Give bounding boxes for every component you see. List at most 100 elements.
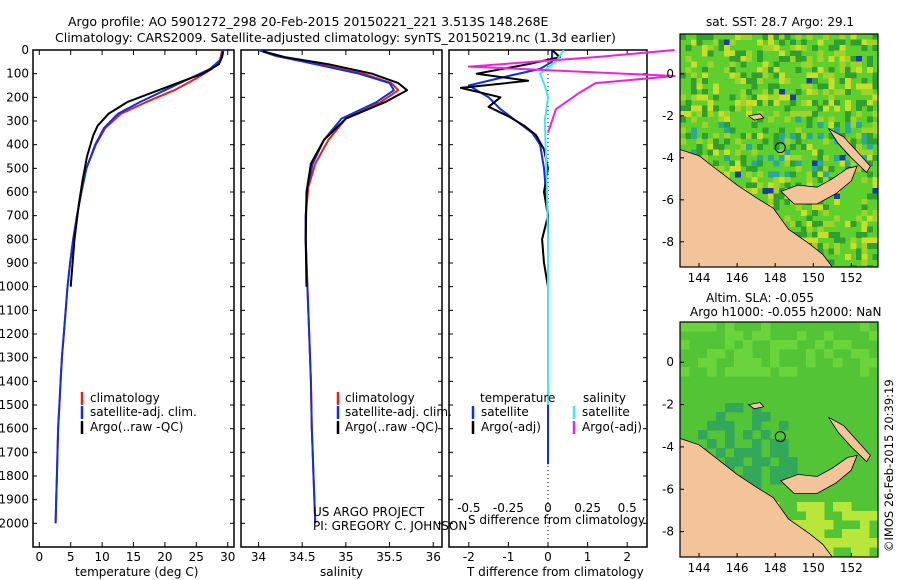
sst-cell-509: [773, 199, 780, 205]
temperature-ytick-label-2: 200: [6, 90, 29, 104]
sst-cell-76: [790, 56, 796, 62]
salinity-xlabel: salinity: [320, 565, 363, 579]
sla-cell-148: [851, 538, 861, 548]
sst-cell-500: [867, 193, 873, 200]
sst-cell-301: [740, 133, 747, 139]
sla-cell-22: [842, 340, 852, 350]
sst-cell-8: [768, 34, 774, 40]
sst-cell-574: [817, 221, 824, 227]
salinity-xtick-label-0: 34: [251, 550, 266, 564]
sst-cell-516: [834, 199, 840, 205]
sst-cell-299: [713, 133, 719, 139]
temperature-ytick-label-12: 1200: [0, 327, 29, 341]
title-line-1: Argo profile: AO 5901272_298 20-Feb-2015…: [68, 14, 549, 29]
sst-cell-340: [746, 144, 752, 150]
sst-cell-645: [834, 243, 840, 249]
sst-cell-36: [872, 39, 878, 46]
sst-cell-470: [872, 182, 878, 189]
sst-cell-705: [850, 265, 857, 267]
sst-cell-543: [872, 210, 878, 216]
sst-cell-531: [861, 204, 868, 211]
difference-xtick-label-4: 2: [623, 550, 631, 564]
sst-cell-258: [680, 116, 686, 123]
sst-cell-374: [817, 155, 824, 161]
difference-xtick-label-0: -2: [463, 550, 475, 564]
sst-cell-324: [773, 138, 780, 145]
sst-cell-527: [795, 204, 802, 211]
sla-ytick-label-2: -4: [662, 440, 674, 454]
sst-cell-286: [724, 127, 730, 134]
sst-cell-326: [784, 138, 791, 145]
sla-cell-2: [698, 322, 708, 332]
sst-cell-149: [861, 78, 868, 84]
sst-cell-117: [691, 72, 697, 79]
sst-cell-71: [740, 56, 747, 62]
sst-cell-573: [812, 221, 818, 227]
sst-cell-310: [806, 133, 813, 139]
sst-cell-307: [790, 133, 796, 139]
sst-cell-107: [795, 67, 802, 73]
sst-cell-187: [696, 94, 703, 101]
sst-cell-290: [795, 127, 802, 134]
sst-cell-271: [867, 116, 873, 123]
sla-cell-30: [851, 349, 861, 359]
temperature-ytick-label-16: 1600: [0, 422, 29, 436]
sst-xtick-label-1: 146: [726, 271, 749, 285]
sst-cell-429: [784, 171, 791, 178]
sst-cell-51: [839, 45, 846, 51]
sst-cell-205: [740, 100, 747, 106]
legend-label-satellite: satellite-adj. clim.: [90, 405, 197, 419]
sst-cell-97: [856, 61, 862, 68]
sst-cell-198: [784, 94, 791, 101]
sst-cell-327: [795, 138, 802, 145]
difference-xlabel-bottom: T difference from climatology: [466, 565, 644, 579]
sla-cell-57: [761, 412, 771, 422]
sst-cell-113: [850, 67, 857, 73]
sst-cell-385: [729, 160, 736, 167]
sst-cell-526: [773, 204, 780, 211]
sst-ytick-label-3: -2: [662, 109, 674, 123]
sst-cell-370: [779, 155, 785, 161]
sst-cell-68: [685, 56, 692, 62]
sst-cell-87: [691, 61, 697, 68]
sst-cell-297: [691, 133, 697, 139]
sst-cell-30: [834, 39, 840, 46]
sst-cell-372: [790, 155, 796, 161]
sst-cell-82: [839, 56, 846, 62]
sst-cell-625: [806, 237, 813, 244]
sla-cell-114: [806, 502, 816, 512]
sst-cell-412: [817, 166, 824, 172]
sst-cell-554: [784, 215, 791, 222]
sla-cell-53: [734, 403, 744, 413]
sst-cell-166: [872, 83, 878, 90]
temperature-ytick-label-14: 1400: [0, 374, 29, 388]
sst-cell-145: [812, 78, 818, 84]
sst-cell-109: [817, 67, 824, 73]
sst-cell-231: [735, 105, 741, 112]
sst-cell-173: [768, 89, 774, 95]
sst-ytick-label-0: -8: [662, 235, 674, 249]
sst-cell-293: [861, 127, 868, 134]
sst-cell-391: [784, 160, 791, 167]
sla-cell-100: [752, 475, 762, 485]
sst-cell-73: [757, 56, 763, 62]
temperature-ytick-label-0: 0: [21, 43, 29, 57]
sla-map: 144 146 148 150 152 -8 -6 -4 -2 0: [662, 321, 879, 575]
sla-cell-15: [725, 340, 735, 350]
sst-cell-303: [751, 133, 758, 139]
temperature-ytick-label-13: 1300: [0, 351, 29, 365]
sst-cell-363: [867, 149, 873, 156]
sst-cell-112: [845, 67, 851, 73]
difference-salinity-tick-label-0: -0.5: [457, 501, 480, 515]
sst-cell-118: [702, 72, 708, 79]
sst-cell-15: [839, 34, 846, 40]
sla-cell-58: [707, 421, 717, 431]
difference-xtick-label-2: 0: [544, 550, 552, 564]
sst-cell-186: [691, 94, 697, 101]
sla-cell-48: [761, 367, 771, 377]
sst-cell-148: [845, 78, 851, 84]
sst-cell-216: [823, 100, 829, 106]
sst-cell-141: [757, 78, 763, 84]
sst-cell-397: [845, 160, 851, 167]
sst-cell-129: [823, 72, 829, 79]
